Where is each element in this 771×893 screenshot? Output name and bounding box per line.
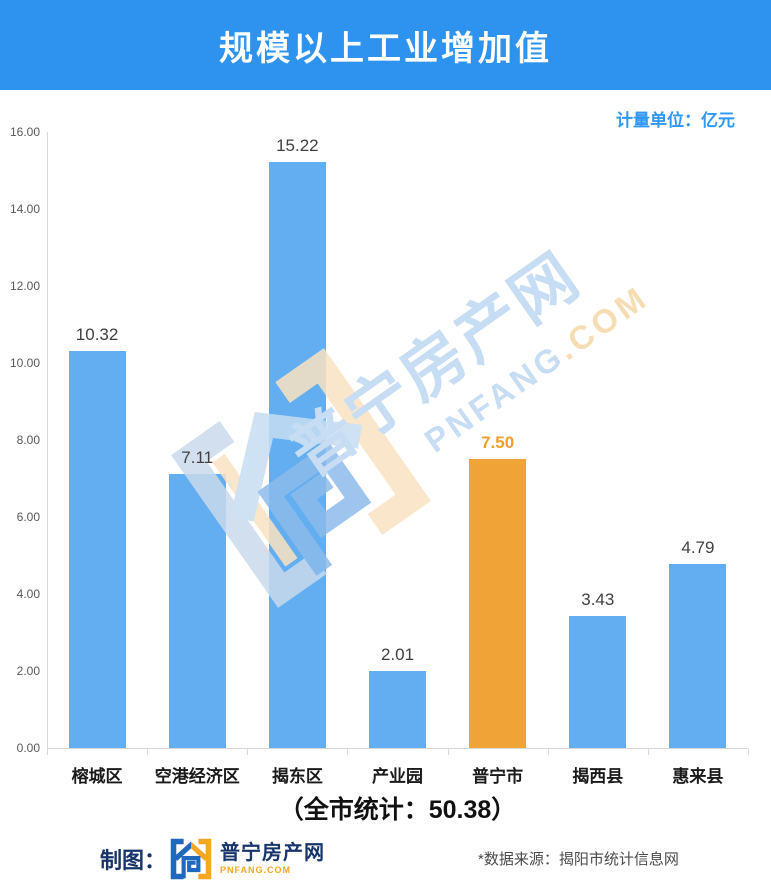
bar <box>268 162 326 748</box>
x-axis-category-label: 普宁市 <box>472 767 524 786</box>
plot-area: 10.32 榕城区 7.11 空港经济区 15.22 揭东区 2.01 产业园 7.50 普宁市 3… <box>47 132 749 786</box>
bar <box>569 616 627 748</box>
header-banner: 规模以上工业增加值 <box>0 0 771 90</box>
bar-value-label: 7.11 <box>181 448 214 467</box>
bar <box>68 351 126 748</box>
y-axis-tick-label: 6.00 <box>16 510 40 524</box>
data-source-note: *数据来源：揭阳市统计信息网 <box>478 851 679 868</box>
x-axis-tick <box>247 749 249 755</box>
bar-value-label: 7.50 <box>481 433 515 452</box>
y-axis-tick-label: 16.00 <box>9 125 40 139</box>
bar-value-label: 3.43 <box>581 590 615 609</box>
pnfang-logo-icon <box>170 838 212 880</box>
y-axis-tick-label: 4.00 <box>16 587 40 601</box>
x-axis-line <box>47 748 748 749</box>
y-axis-tick-label: 10.00 <box>9 356 40 370</box>
bar <box>369 671 426 748</box>
x-axis-category-label: 空港经济区 <box>154 767 240 786</box>
bar <box>168 474 226 748</box>
y-axis-tick-label: 8.00 <box>16 433 40 447</box>
bar-value-label: 2.01 <box>380 645 415 664</box>
page-title: 规模以上工业增加值 <box>219 29 552 68</box>
x-axis-tick <box>47 749 48 755</box>
logo-en-name: PNFANG.COM <box>220 865 292 875</box>
y-axis-tick-label: 0.00 <box>16 741 40 755</box>
x-axis-tick <box>748 749 749 755</box>
x-axis-category-label: 榕城区 <box>71 767 123 786</box>
x-axis-tick <box>347 749 349 755</box>
logo-cn-name: 普宁房产网 <box>220 842 326 864</box>
bar <box>669 564 727 748</box>
x-axis-category-label: 揭西县 <box>572 767 624 786</box>
x-axis-tick <box>447 749 449 755</box>
y-axis-labels: 0.00 2.00 4.00 6.00 8.00 10.00 12.00 14.00 16.00 <box>0 125 40 755</box>
x-axis-category-label: 产业园 <box>372 767 423 786</box>
pnfang-logo-text: 普宁房产网 PNFANG.COM <box>220 843 325 875</box>
y-axis-tick-label: 2.00 <box>16 664 40 678</box>
footer-credit: 制图： 普宁房产网 PNFANG.COM <box>100 836 325 882</box>
y-axis-line <box>47 132 48 749</box>
x-axis-tick <box>647 749 649 755</box>
x-axis-tick <box>547 749 549 755</box>
credit-label: 制图： <box>100 848 167 873</box>
y-axis-tick-label: 14.00 <box>9 202 40 216</box>
x-axis-category-label: 揭东区 <box>271 767 323 786</box>
bar-value-label: 15.22 <box>276 136 319 155</box>
bar-value-label: 4.79 <box>681 538 715 557</box>
bar <box>469 459 527 748</box>
x-axis-tick <box>147 749 149 755</box>
x-axis-category-label: 惠来县 <box>672 767 724 786</box>
bar-value-label: 10.32 <box>75 325 119 344</box>
y-axis-tick-label: 12.00 <box>9 279 40 293</box>
citywide-total-caption: （全市统计：50.38） <box>278 796 517 824</box>
unit-label: 计量单位：亿元 <box>616 111 735 130</box>
